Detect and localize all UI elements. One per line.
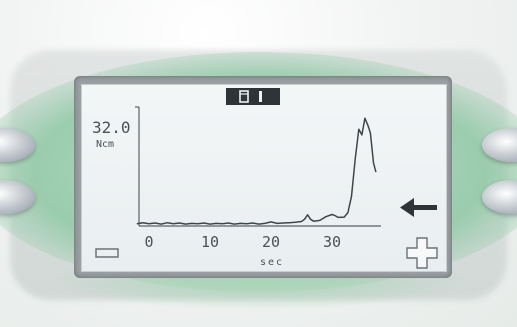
x-tick-30: 30 xyxy=(323,233,341,251)
header-bar-glyph xyxy=(259,91,262,102)
y-max-label: 32.0 xyxy=(92,118,131,137)
x-tick-0: 0 xyxy=(144,233,153,251)
minus-icon[interactable] xyxy=(95,248,119,258)
plus-icon[interactable] xyxy=(406,237,438,269)
x-axis-label: sec xyxy=(260,257,284,268)
x-tick-10: 10 xyxy=(201,233,219,251)
tool-icon xyxy=(239,90,249,103)
header-indicator: [] | xyxy=(226,88,280,105)
header-indicator-box xyxy=(226,88,280,105)
arrow-left-icon[interactable] xyxy=(400,198,437,217)
torque-series-line xyxy=(136,117,377,225)
lcd-screen: [] | 32.0 Ncm 0 10 20 30 sec xyxy=(81,84,447,272)
torque-chart: [] | 32.0 Ncm 0 10 20 30 sec xyxy=(92,88,438,269)
x-tick-labels: 0 10 20 30 xyxy=(144,233,341,251)
y-unit-label: Ncm xyxy=(96,139,114,150)
x-tick-20: 20 xyxy=(262,233,280,251)
